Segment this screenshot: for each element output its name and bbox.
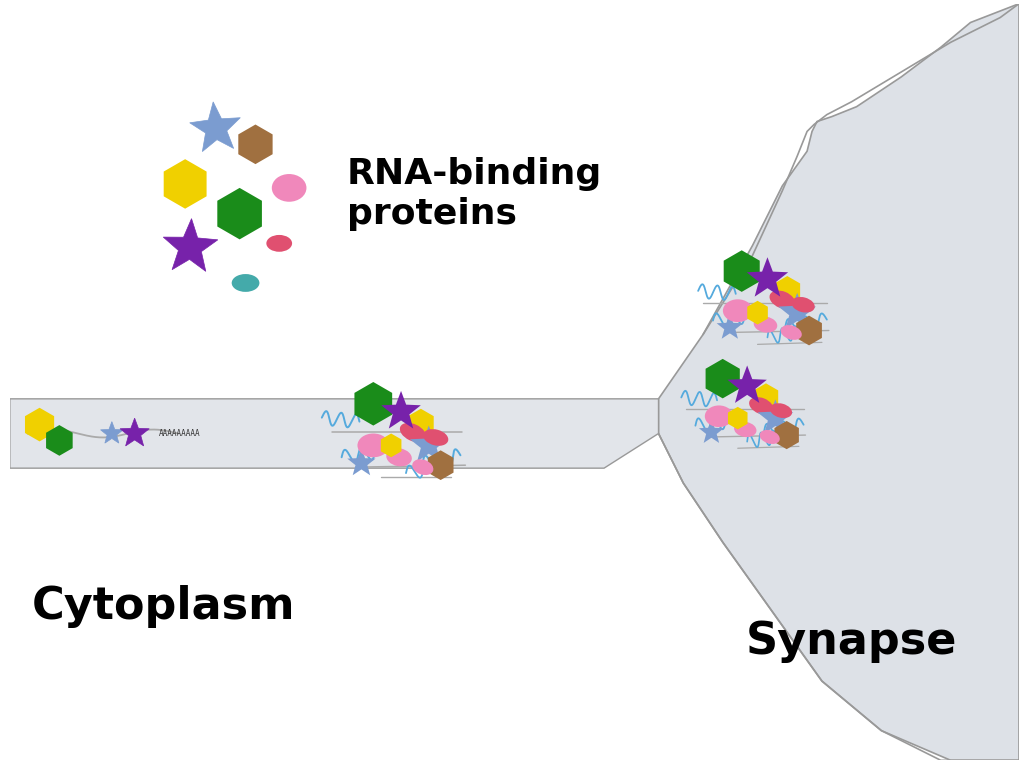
- Polygon shape: [658, 4, 1019, 760]
- Polygon shape: [699, 419, 723, 443]
- Polygon shape: [757, 400, 793, 433]
- Polygon shape: [25, 408, 54, 442]
- Ellipse shape: [734, 422, 756, 437]
- Polygon shape: [381, 391, 421, 429]
- Polygon shape: [728, 407, 748, 429]
- Polygon shape: [774, 276, 800, 306]
- Ellipse shape: [272, 174, 307, 202]
- Polygon shape: [381, 433, 401, 458]
- Polygon shape: [716, 314, 743, 338]
- Ellipse shape: [386, 448, 412, 466]
- Ellipse shape: [705, 406, 733, 427]
- Polygon shape: [796, 316, 822, 345]
- Polygon shape: [774, 421, 799, 449]
- Ellipse shape: [770, 403, 792, 418]
- Polygon shape: [120, 418, 149, 446]
- Polygon shape: [723, 251, 760, 292]
- Polygon shape: [747, 301, 768, 325]
- Ellipse shape: [760, 430, 780, 444]
- Polygon shape: [747, 257, 788, 296]
- Text: RNA-binding
proteins: RNA-binding proteins: [346, 157, 602, 231]
- Ellipse shape: [358, 433, 389, 458]
- Ellipse shape: [399, 423, 426, 442]
- Text: AAAAAAAAA: AAAAAAAAA: [158, 429, 200, 438]
- Polygon shape: [163, 219, 218, 271]
- Polygon shape: [754, 384, 779, 412]
- Ellipse shape: [754, 316, 777, 332]
- Polygon shape: [101, 422, 123, 443]
- Ellipse shape: [749, 397, 773, 415]
- Polygon shape: [217, 188, 262, 239]
- Text: Synapse: Synapse: [746, 620, 957, 663]
- Polygon shape: [46, 425, 72, 456]
- Polygon shape: [428, 450, 453, 480]
- Polygon shape: [355, 382, 392, 426]
- Ellipse shape: [792, 297, 815, 312]
- Polygon shape: [728, 365, 767, 403]
- Polygon shape: [410, 426, 447, 461]
- Polygon shape: [408, 409, 434, 439]
- Text: Cytoplasm: Cytoplasm: [32, 585, 296, 628]
- Polygon shape: [10, 399, 658, 468]
- Ellipse shape: [266, 235, 292, 252]
- Polygon shape: [164, 159, 207, 209]
- Ellipse shape: [413, 459, 433, 475]
- Polygon shape: [705, 359, 740, 398]
- Ellipse shape: [769, 290, 795, 309]
- Polygon shape: [190, 102, 240, 151]
- Ellipse shape: [722, 299, 753, 322]
- Polygon shape: [779, 293, 816, 329]
- Ellipse shape: [423, 429, 448, 446]
- Polygon shape: [238, 125, 273, 164]
- Ellipse shape: [781, 325, 802, 340]
- Polygon shape: [347, 448, 376, 475]
- Ellipse shape: [231, 274, 260, 292]
